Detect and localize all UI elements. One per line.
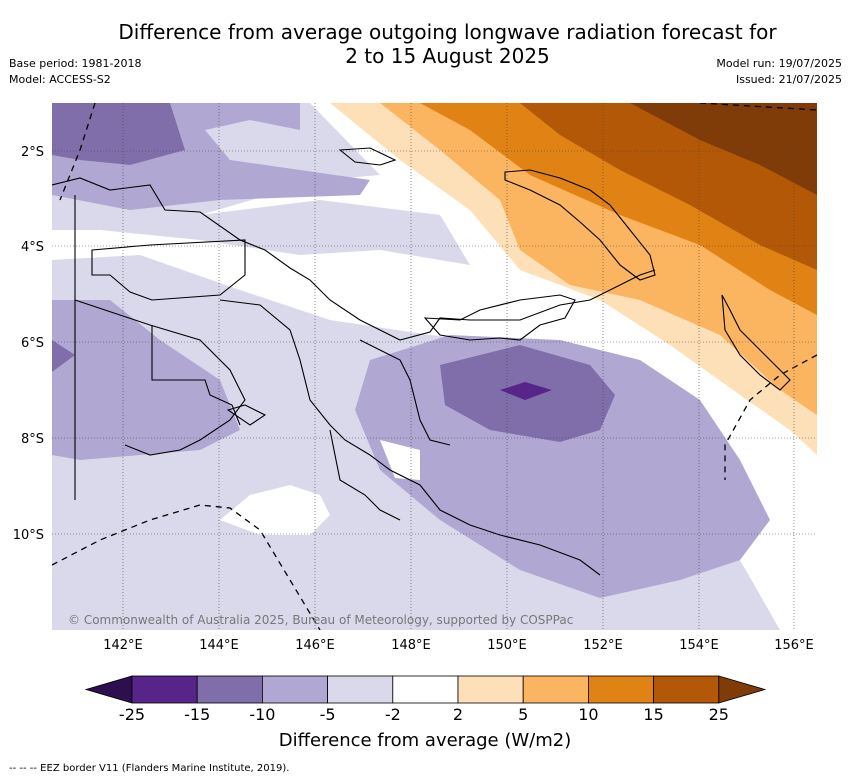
lon-label: 146°E <box>295 638 335 653</box>
field-neutral-center <box>52 175 817 630</box>
colorbar-tick: 15 <box>643 705 663 724</box>
colorbar-tick: -5 <box>320 705 336 724</box>
border-png <box>329 429 401 521</box>
colorbar-segment <box>588 675 655 704</box>
longitude-labels: 142°E 144°E 146°E 148°E 150°E 152°E 154°E 156°E <box>103 638 814 653</box>
colorbar-min-arrow <box>84 675 133 704</box>
latitude-labels: 2°S 4°S 6°S 8°S 10°S <box>13 145 44 543</box>
field-neg-10-15-west <box>52 340 75 372</box>
colorbar-tick: -25 <box>119 705 145 724</box>
eez-nw <box>59 103 96 201</box>
eez-south <box>52 504 321 630</box>
bougainville <box>721 294 791 391</box>
lon-label: 142°E <box>103 638 143 653</box>
anomaly-field <box>52 103 817 630</box>
eez-ne <box>699 103 817 111</box>
southwest-coast <box>74 299 246 456</box>
lon-label: 152°E <box>583 638 623 653</box>
issued-date: Issued: 21/07/2025 <box>735 73 842 86</box>
field-neutral-south <box>220 485 330 535</box>
colorbar-tick: -10 <box>249 705 275 724</box>
new-ireland <box>504 169 656 281</box>
eez-borders <box>52 103 817 630</box>
graticule <box>52 103 817 630</box>
colorbar-tick: -15 <box>184 705 210 724</box>
lon-label: 150°E <box>487 638 527 653</box>
lat-label: 2°S <box>21 145 44 160</box>
model-name: Model: ACCESS-S2 <box>9 73 111 86</box>
colorbar-segment <box>653 675 720 704</box>
field-neg-2-5-north <box>52 175 470 265</box>
colorbar-segment <box>457 675 524 704</box>
colorbar-segment <box>522 675 589 704</box>
manus <box>338 147 397 166</box>
lon-label: 156°E <box>774 638 814 653</box>
colorbar-segment <box>196 675 263 704</box>
huon-coast <box>359 339 451 446</box>
base-period: Base period: 1981-2018 <box>9 57 142 70</box>
colorbar-tick: 5 <box>518 705 528 724</box>
lon-label: 154°E <box>679 638 719 653</box>
lon-label: 148°E <box>391 638 431 653</box>
copyright-note: © Commonwealth of Australia 2025, Bureau… <box>68 613 574 627</box>
new-britain <box>423 294 576 341</box>
colorbar-segment <box>131 675 198 704</box>
coastlines <box>52 147 791 576</box>
colorbar-max-arrow <box>718 675 767 704</box>
field-neutral-bay <box>380 440 420 480</box>
colorbar-tick: -2 <box>385 705 401 724</box>
field-neg-5-10-west <box>52 300 240 460</box>
model-run: Model run: 19/07/2025 <box>716 57 842 70</box>
colorbar-tick: 10 <box>578 705 598 724</box>
lat-label: 4°S <box>21 240 44 255</box>
field-pos-25 <box>630 103 817 195</box>
colorbar-tick: 2 <box>453 705 463 724</box>
colorbar <box>84 675 767 704</box>
south-coast <box>219 299 601 576</box>
lat-label: 6°S <box>21 336 44 351</box>
lat-label: 8°S <box>21 432 44 447</box>
eez-east <box>724 354 817 480</box>
title-line-2: 2 to 15 August 2025 <box>345 44 550 68</box>
bird-head <box>91 239 246 301</box>
field-neg-10-15-nw <box>52 103 185 165</box>
eez-legend-note: -- -- -- EEZ border V11 (Flanders Marine… <box>9 763 290 774</box>
title-line-1: Difference from average outgoing longwav… <box>118 20 777 44</box>
colorbar-segment <box>261 675 328 704</box>
colorbar-segment <box>327 675 394 704</box>
colorbar-tick: 25 <box>709 705 729 724</box>
field-neg-15-25 <box>500 382 552 400</box>
colorbar-tick-labels: -25 -15 -10 -5 -2 2 5 10 15 25 <box>119 705 729 724</box>
lake-murray <box>226 404 267 426</box>
lat-label: 10°S <box>13 528 44 543</box>
colorbar-segment <box>392 675 459 704</box>
map-title: Difference from average outgoing longwav… <box>0 20 850 68</box>
lon-label: 144°E <box>199 638 239 653</box>
colorbar-title: Difference from average (W/m2) <box>278 730 572 751</box>
north-coast <box>52 177 656 341</box>
